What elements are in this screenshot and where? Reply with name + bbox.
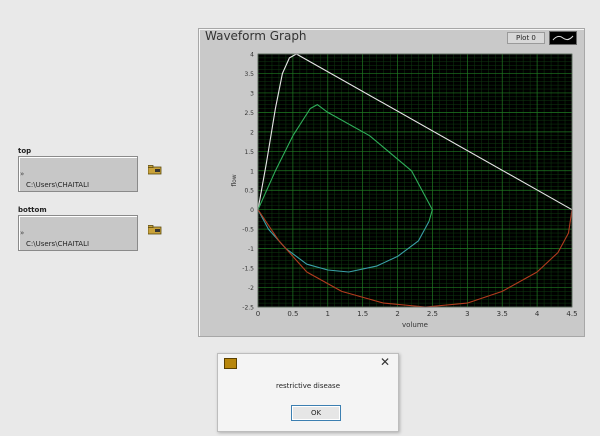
x-tick-label: 4.5 <box>566 310 577 318</box>
y-tick-label: -1 <box>248 246 254 253</box>
y-tick-label: 1.5 <box>244 149 254 156</box>
ok-button[interactable]: OK <box>291 405 341 421</box>
y-tick-label: 3.5 <box>244 71 254 78</box>
series-line-1 <box>257 104 433 222</box>
dialog-message: restrictive disease <box>275 382 341 390</box>
x-tick-label: 0 <box>256 310 260 318</box>
y-tick-label: -0.5 <box>242 227 254 234</box>
x-tick-label: 0.5 <box>287 310 298 318</box>
y-tick-label: -2.5 <box>242 305 254 312</box>
close-icon[interactable]: ✕ <box>379 355 390 369</box>
x-tick-label: 1.5 <box>357 310 368 318</box>
graph-title: Waveform Graph <box>205 29 307 43</box>
y-tick-label: 4 <box>250 52 254 59</box>
x-tick-label: 2 <box>395 310 399 318</box>
message-dialog: ✕ restrictive disease OK <box>217 353 399 432</box>
x-tick-label: 3.5 <box>497 310 508 318</box>
bottom-browse-folder-icon[interactable] <box>147 220 162 235</box>
y-tick-label: 0.5 <box>244 188 254 195</box>
bottom-path-label: bottom <box>18 206 47 214</box>
x-tick-label: 2.5 <box>427 310 438 318</box>
x-tick-label: 1 <box>326 310 330 318</box>
top-path-label: top <box>18 147 32 155</box>
top-browse-folder-icon[interactable] <box>147 160 162 175</box>
path-indicator-icon: » <box>20 170 25 178</box>
x-tick-label: 3 <box>465 310 469 318</box>
y-tick-label: -1.5 <box>242 266 254 273</box>
legend-label: Plot 0 <box>507 32 545 44</box>
y-tick-label: 3 <box>250 90 254 97</box>
y-tick-label: 0 <box>250 207 254 214</box>
y-tick-label: 2 <box>250 129 254 136</box>
path-indicator-icon: » <box>20 229 25 237</box>
plot-area <box>258 54 572 307</box>
bottom-path-value: C:\Users\CHAITALI PHUTKE\Documents\ <box>26 240 90 248</box>
y-tick-label: -2 <box>248 285 254 292</box>
x-axis-label: volume <box>402 321 428 329</box>
top-path-value: C:\Users\CHAITALI PHUTKE\Documents\ <box>26 181 90 189</box>
bottom-path-input[interactable]: » C:\Users\CHAITALI PHUTKE\Documents\ <box>18 215 138 251</box>
y-axis-label: flow <box>231 174 238 186</box>
y-tick-label: 1 <box>250 168 254 175</box>
y-tick-label: 2.5 <box>244 110 254 117</box>
legend-line-swatch-icon <box>548 31 577 45</box>
series-line-3 <box>257 209 573 308</box>
plot-legend[interactable]: Plot 0 <box>507 31 577 45</box>
top-path-input[interactable]: » C:\Users\CHAITALI PHUTKE\Documents\ <box>18 156 138 192</box>
app-icon <box>224 358 237 369</box>
x-tick-label: 4 <box>535 310 540 318</box>
plot-border <box>257 53 573 308</box>
